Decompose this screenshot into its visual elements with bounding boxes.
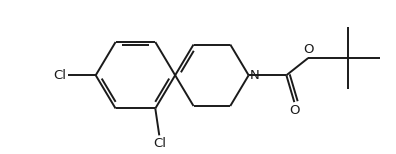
Text: Cl: Cl: [53, 69, 66, 82]
Text: N: N: [249, 69, 259, 82]
Text: O: O: [289, 104, 299, 117]
Text: Cl: Cl: [153, 137, 166, 150]
Text: O: O: [303, 43, 314, 56]
